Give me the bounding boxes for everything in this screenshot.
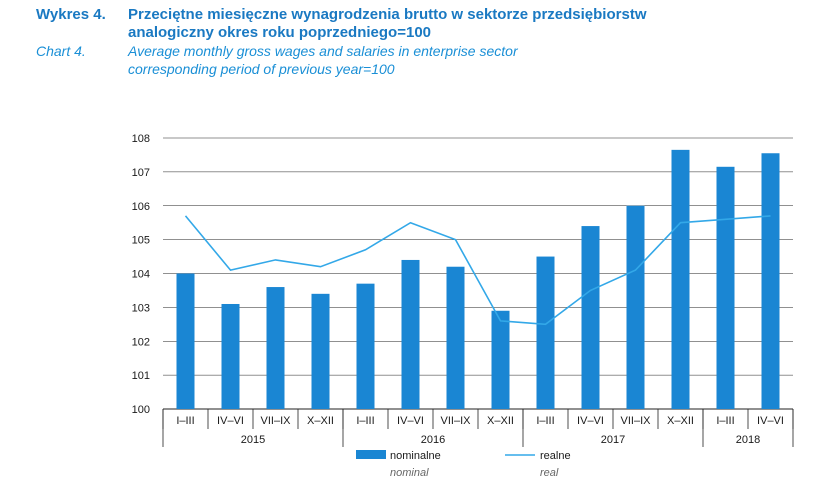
chart-title-en: Average monthly gross wages and salaries… [128,43,518,59]
x-year-label: 2016 [421,434,445,446]
y-tick-label: 101 [132,370,150,382]
y-tick-label: 104 [132,269,150,281]
y-tick-label: 107 [132,167,150,179]
chart-number-pl: Wykres 4. [36,6,106,23]
y-tick-label: 100 [132,404,150,416]
x-year-label: 2015 [241,434,265,446]
y-tick-label: 106 [132,201,150,213]
chart-subtitle-en: corresponding period of previous year=10… [128,61,395,77]
x-year-label: 2018 [736,434,760,446]
bar-nominal [266,287,285,409]
x-category-label: X–XII [667,415,694,427]
bar-nominal [401,259,420,409]
legend-real-label: realne [540,450,571,462]
bar-nominal [446,266,465,409]
legend: nominalne nominal realne real [356,450,571,479]
x-category-label: IV–VI [217,415,244,427]
x-axis: I–III IV–VI VII–IX X–XII I–III IV–VI VII–IX X–X… [162,409,794,447]
legend-nominal-label-en: nominal [390,467,429,479]
x-category-label: I–III [716,415,734,427]
bar-nominal [221,303,240,409]
y-tick-label: 102 [132,336,150,348]
x-category-label: IV–VI [577,415,604,427]
bar-nominal [356,283,375,409]
x-category-label: I–III [356,415,374,427]
x-category-label: IV–VI [397,415,424,427]
bar-nominal [671,149,690,409]
x-category-label: I–III [536,415,554,427]
y-tick-label: 105 [132,235,150,247]
bar-nominal [761,153,780,409]
legend-nominal-swatch [356,450,386,459]
x-category-label: VII–IX [441,415,472,427]
bar-nominal [176,273,195,409]
legend-nominal-label: nominalne [390,450,441,462]
x-category-label: I–III [176,415,194,427]
legend-real-label-en: real [540,467,559,479]
x-year-label: 2017 [601,434,625,446]
bar-nominal [716,166,735,409]
bar-nominal [491,310,510,409]
nominal-bars [176,149,780,409]
bar-nominal [311,293,330,409]
x-category-label: X–XII [487,415,514,427]
x-category-label: IV–VI [757,415,784,427]
y-tick-label: 108 [132,133,150,145]
chart-title-pl: Przeciętne miesięczne wynagrodzenia brut… [128,6,647,23]
chart-number-en: Chart 4. [36,43,86,59]
chart-subtitle-pl: analogiczny okres roku poprzedniego=100 [128,24,432,41]
y-axis-labels: 100 101 102 103 104 105 106 107 108 [132,133,150,416]
bar-nominal [626,205,645,409]
y-tick-label: 103 [132,302,150,314]
real-series-line [184,215,771,326]
x-category-label: VII–IX [261,415,292,427]
gridlines [163,137,793,410]
bar-nominal [581,226,600,409]
x-category-label: X–XII [307,415,334,427]
x-category-label: VII–IX [621,415,652,427]
bar-nominal [536,256,555,409]
